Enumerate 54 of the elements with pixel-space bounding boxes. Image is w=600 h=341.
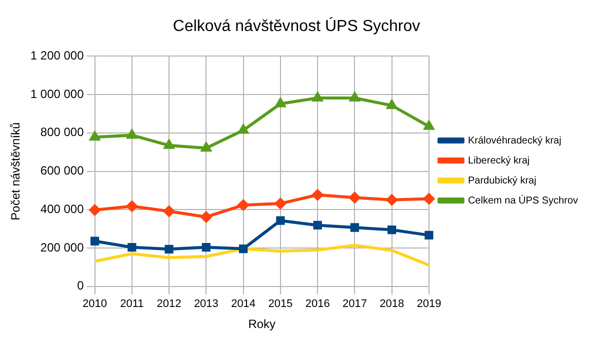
- x-tick-label: 2013: [194, 298, 218, 310]
- point: [238, 124, 248, 134]
- legend-label: Pardubický kraj: [468, 175, 536, 186]
- point: [424, 120, 434, 130]
- y-tick-label: 400 000: [40, 202, 84, 216]
- point: [312, 92, 323, 102]
- x-tick-label: 2011: [120, 298, 144, 310]
- point: [276, 216, 285, 225]
- point: [128, 242, 136, 252]
- point: [386, 100, 397, 109]
- point: [388, 225, 396, 234]
- point: [164, 206, 175, 217]
- x-tick-label: 2012: [156, 298, 182, 310]
- legend-label: Celkem na ÚPS Sychrov: [468, 194, 578, 206]
- point: [274, 198, 286, 210]
- y-tick-label: 1 000 000: [30, 86, 84, 101]
- x-tick-label: 2014: [231, 298, 256, 310]
- point: [386, 194, 398, 206]
- point: [200, 211, 212, 222]
- y-tick-label: 800 000: [40, 125, 84, 140]
- y-tick-label: 600 000: [40, 164, 84, 178]
- point: [202, 242, 211, 252]
- y-tick-label: 200 000: [40, 240, 84, 254]
- point: [238, 200, 249, 211]
- point: [349, 192, 360, 204]
- point: [313, 220, 322, 230]
- point: [424, 230, 434, 240]
- point: [126, 200, 138, 212]
- point: [126, 130, 137, 139]
- y-tick-label: 1 200 000: [30, 48, 84, 63]
- x-tick-label: 2016: [305, 298, 330, 310]
- point: [201, 142, 212, 152]
- x-axis-title: Roky: [248, 317, 276, 332]
- point: [164, 140, 174, 149]
- point: [90, 132, 100, 141]
- x-tick-label: 2010: [82, 298, 108, 310]
- y-tick-label: 0: [77, 278, 84, 293]
- x-tick-label: 2019: [416, 298, 442, 310]
- point: [350, 223, 360, 232]
- legend-label: Liberecký kraj: [468, 155, 530, 166]
- y-axis-title: Počet návštěvníků: [8, 122, 23, 220]
- point: [164, 244, 174, 254]
- x-tick-label: 2017: [342, 298, 367, 310]
- point: [275, 98, 286, 108]
- point: [312, 189, 324, 200]
- chart-title: Celková návštěvnost ÚPS Sychrov: [172, 17, 420, 36]
- point: [238, 244, 248, 254]
- point: [90, 236, 100, 246]
- point: [350, 92, 360, 102]
- x-tick-label: 2018: [380, 298, 404, 310]
- legend-label: Královéhradecký kraj: [468, 135, 562, 146]
- point: [89, 204, 100, 216]
- point: [423, 193, 434, 204]
- x-tick-label: 2015: [268, 298, 293, 310]
